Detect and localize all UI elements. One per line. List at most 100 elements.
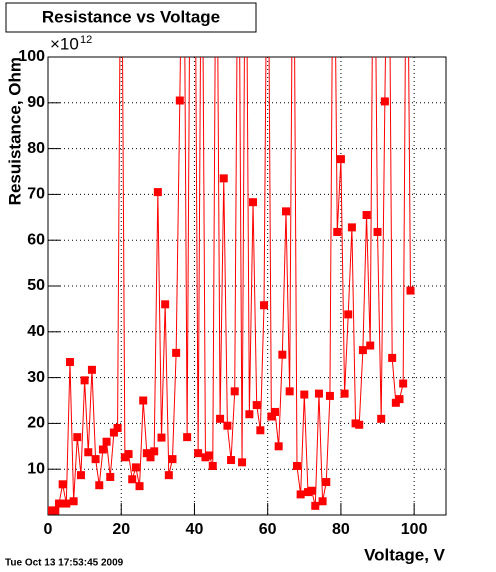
point [51, 506, 60, 515]
y-tick-label: 70 [27, 186, 45, 203]
x-tick-label: 60 [259, 521, 277, 538]
point [216, 414, 225, 423]
timestamp: Tue Oct 13 17:53:45 2009 [5, 558, 124, 569]
point [161, 300, 170, 309]
y-tick-label: 50 [27, 277, 45, 294]
point [87, 365, 96, 374]
point [131, 463, 140, 472]
x-tick-label: 20 [112, 521, 130, 538]
point [139, 396, 148, 405]
series-line [51, 57, 411, 511]
y-tick-label: 30 [27, 369, 45, 386]
point [245, 410, 254, 419]
point [183, 433, 192, 442]
point [406, 286, 415, 295]
point [62, 499, 71, 508]
point [336, 155, 345, 164]
point [205, 451, 214, 460]
point [80, 376, 89, 385]
point [164, 471, 173, 480]
point [69, 497, 78, 506]
point [395, 395, 404, 404]
y-tick-label: 80 [27, 140, 45, 157]
point [128, 475, 137, 484]
point [194, 449, 203, 458]
point [373, 227, 382, 236]
y-tick-label: 40 [27, 323, 45, 340]
point [347, 223, 356, 232]
point [227, 456, 236, 465]
point [340, 389, 349, 398]
x-axis-label: Voltage, V [364, 545, 446, 564]
point [333, 227, 342, 236]
title-box [5, 2, 257, 33]
point [219, 174, 228, 183]
point [109, 428, 118, 437]
plot-frame [47, 56, 447, 516]
point [146, 453, 155, 462]
point [98, 445, 107, 454]
point [168, 455, 177, 464]
point [267, 412, 276, 421]
y-multiplier: ×10 [50, 34, 79, 53]
point [314, 389, 323, 398]
point [76, 471, 85, 480]
point [366, 341, 375, 350]
point [388, 353, 397, 362]
x-tick-label: 100 [401, 521, 428, 538]
y-tick-label: 90 [27, 94, 45, 111]
x-tick-label: 40 [186, 521, 204, 538]
point [135, 482, 144, 491]
point [325, 391, 334, 400]
chart-title: Resistance vs Voltage [42, 7, 220, 26]
point [271, 407, 280, 416]
point [106, 472, 115, 481]
x-tick-label: 0 [44, 521, 53, 538]
point [256, 426, 265, 435]
point [355, 420, 364, 429]
point [292, 461, 301, 470]
y-multiplier-exp: 12 [80, 34, 92, 46]
point [208, 461, 217, 470]
point [311, 501, 320, 510]
point [281, 207, 290, 216]
point [344, 310, 353, 319]
point [230, 387, 239, 396]
point [124, 450, 133, 459]
point [65, 358, 74, 367]
point [399, 379, 408, 388]
point [113, 423, 122, 432]
point [84, 448, 93, 457]
point [54, 499, 63, 508]
point [172, 348, 181, 357]
y-axis-label: Resuistance, Ohm [5, 57, 24, 205]
y-tick-label: 20 [27, 415, 45, 432]
x-tick-label: 80 [332, 521, 350, 538]
point [260, 301, 269, 310]
y-tick-label: 60 [27, 231, 45, 248]
point [377, 414, 386, 423]
point [274, 442, 283, 451]
point [95, 481, 104, 490]
point [73, 433, 82, 442]
point [296, 490, 305, 499]
point [380, 97, 389, 106]
point [252, 401, 261, 410]
point [157, 433, 166, 442]
point [223, 421, 232, 430]
point [153, 188, 162, 197]
point [300, 390, 309, 399]
point [249, 198, 258, 207]
point [318, 497, 327, 506]
point [102, 437, 111, 446]
point [142, 449, 151, 458]
plot-area [48, 57, 415, 515]
point [278, 350, 287, 359]
point [362, 211, 371, 220]
y-tick-label: 100 [18, 48, 45, 65]
point [307, 486, 316, 495]
y-tick-label: 10 [27, 460, 45, 477]
point [91, 455, 100, 464]
point [150, 447, 159, 456]
point [175, 96, 184, 105]
